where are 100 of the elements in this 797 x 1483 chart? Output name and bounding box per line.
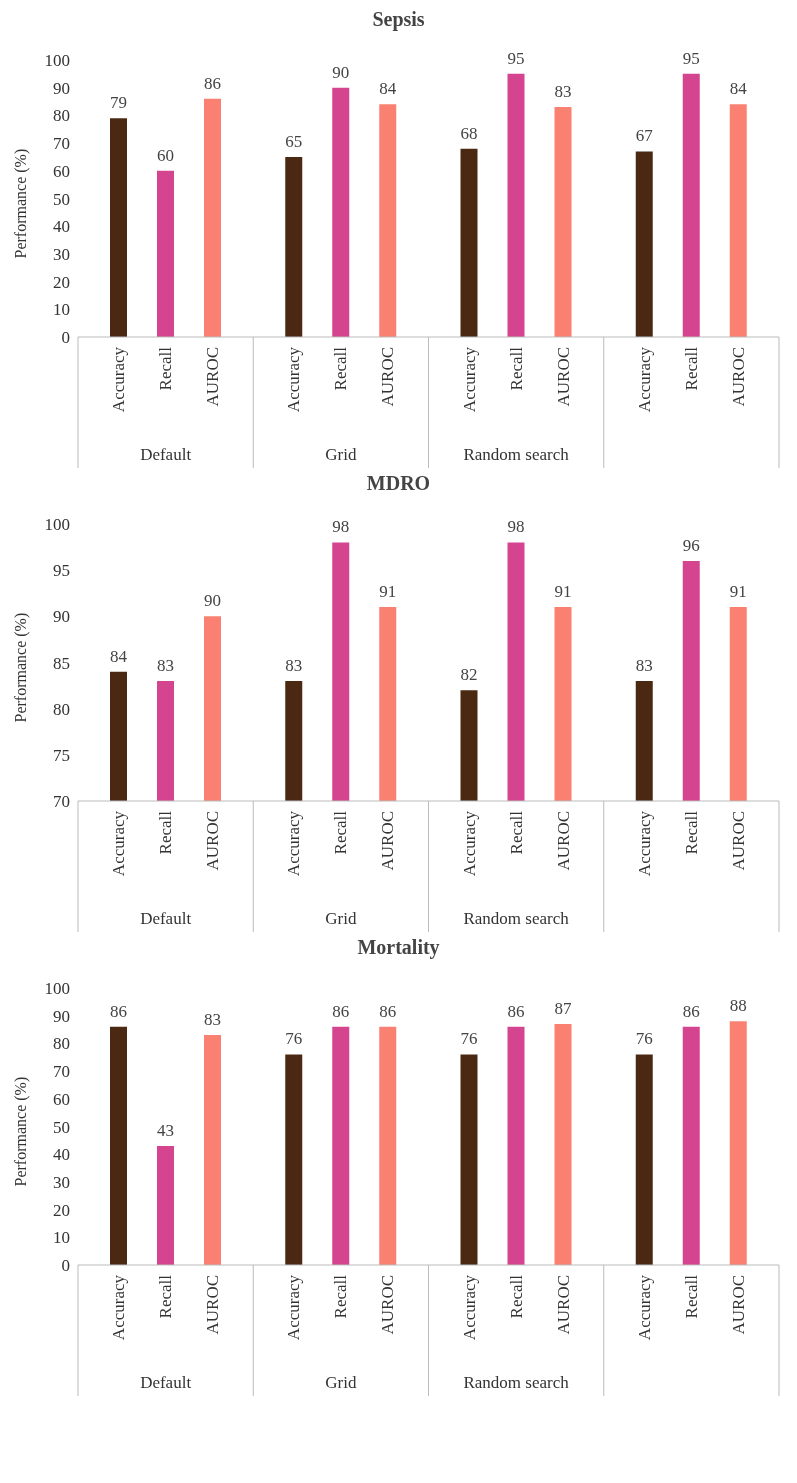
y-tick-label: 40 xyxy=(53,1145,70,1165)
text: Recall xyxy=(681,811,701,855)
data-label: 86 xyxy=(379,1001,397,1021)
text: Recall xyxy=(156,810,175,855)
y-tick-label: 10 xyxy=(53,1228,70,1248)
text: Recall xyxy=(506,347,526,391)
x-tick-label: Grid xyxy=(325,445,357,464)
data-label: 98 xyxy=(332,517,350,537)
bar xyxy=(507,73,525,337)
text: AUROC xyxy=(553,347,573,407)
text: Accuracy xyxy=(634,1275,654,1341)
bar xyxy=(460,148,478,337)
text: AUROC xyxy=(553,1275,573,1335)
data-label: 65 xyxy=(285,131,303,151)
data-label: 76 xyxy=(460,1029,478,1049)
x-tick-label: Default xyxy=(140,1373,192,1392)
bar xyxy=(285,1054,303,1265)
y-tick-label: 80 xyxy=(53,1034,70,1054)
text: AUROC xyxy=(728,347,748,407)
chart-title: Sepsis xyxy=(371,8,426,32)
data-label: 43 xyxy=(157,1120,174,1140)
x-tick-label: Grid xyxy=(325,1373,357,1392)
y-axis-title: Performance (%) xyxy=(11,1076,30,1187)
y-tick-label: 75 xyxy=(53,745,70,765)
data-label: 91 xyxy=(379,582,397,602)
bar xyxy=(682,1026,700,1265)
y-tick-label: 60 xyxy=(53,1089,70,1109)
y-tick-label: 20 xyxy=(53,272,70,292)
data-label: 86 xyxy=(110,1001,127,1021)
bar xyxy=(285,156,303,337)
data-label: 76 xyxy=(285,1029,303,1049)
data-label: 83 xyxy=(635,655,653,675)
bar xyxy=(460,1054,478,1265)
bar xyxy=(379,1026,397,1265)
text: AUROC xyxy=(203,347,222,407)
text: Recall xyxy=(681,347,701,391)
y-tick-label: 30 xyxy=(53,1172,70,1192)
text: AUROC xyxy=(553,811,573,871)
data-label: 60 xyxy=(157,145,174,165)
data-label: 83 xyxy=(204,1010,221,1030)
data-label: 83 xyxy=(157,655,174,675)
text: AUROC xyxy=(378,1275,398,1335)
data-label: 68 xyxy=(460,123,478,143)
text: Recall xyxy=(506,811,526,855)
y-tick-label: 90 xyxy=(53,607,70,627)
data-label: 95 xyxy=(507,48,525,68)
text: Recall xyxy=(331,347,351,391)
data-label: 86 xyxy=(682,1001,700,1021)
x-tick-label: Random search xyxy=(463,1373,570,1392)
y-tick-label: 50 xyxy=(53,1117,70,1137)
text: AUROC xyxy=(203,1275,222,1335)
data-label: 86 xyxy=(204,73,221,93)
data-label: 82 xyxy=(460,665,478,685)
bar xyxy=(635,1054,653,1265)
text: Accuracy xyxy=(634,811,654,877)
bar xyxy=(204,98,221,337)
text: AUROC xyxy=(728,1275,748,1335)
y-tick-label: 100 xyxy=(44,51,70,71)
bar xyxy=(332,87,350,337)
data-label: 95 xyxy=(682,48,700,68)
bar xyxy=(554,1024,572,1265)
bar xyxy=(729,1021,747,1265)
text: AUROC xyxy=(203,811,222,871)
bar xyxy=(682,73,700,337)
text: AUROC xyxy=(728,811,748,871)
x-tick-label: Default xyxy=(140,909,192,928)
data-label: 83 xyxy=(554,82,572,102)
y-tick-label: 80 xyxy=(53,106,70,126)
x-tick-label: Default xyxy=(140,445,192,464)
y-tick-label: 70 xyxy=(53,792,70,812)
y-tick-label: 0 xyxy=(61,1256,70,1276)
y-tick-label: 80 xyxy=(53,699,70,719)
data-label: 84 xyxy=(110,646,128,666)
data-label: 86 xyxy=(332,1001,350,1021)
bar xyxy=(110,118,127,337)
text: Accuracy xyxy=(459,811,479,877)
bar xyxy=(332,1026,350,1265)
text: Accuracy xyxy=(459,347,479,413)
text: Accuracy xyxy=(634,347,654,413)
data-label: 96 xyxy=(682,535,700,555)
text: AUROC xyxy=(378,347,398,407)
y-axis-title: Performance (%) xyxy=(11,148,30,259)
chart-title: Mortality xyxy=(356,936,441,960)
text: Recall xyxy=(156,1274,175,1319)
bar xyxy=(204,1035,221,1265)
data-label: 91 xyxy=(729,582,747,602)
y-tick-label: 0 xyxy=(61,328,70,348)
data-label: 76 xyxy=(635,1029,653,1049)
text: Accuracy xyxy=(284,347,304,413)
y-tick-label: 40 xyxy=(53,217,70,237)
bar xyxy=(729,104,747,337)
data-label: 79 xyxy=(110,93,127,113)
y-tick-label: 85 xyxy=(53,653,70,673)
text: Accuracy xyxy=(284,811,304,877)
data-label: 83 xyxy=(285,655,303,675)
data-label: 84 xyxy=(729,79,748,99)
x-tick-label: Random search xyxy=(463,909,570,928)
text: Recall xyxy=(331,811,351,855)
text: Accuracy xyxy=(284,1275,304,1341)
y-axis-title: Performance (%) xyxy=(11,612,30,723)
